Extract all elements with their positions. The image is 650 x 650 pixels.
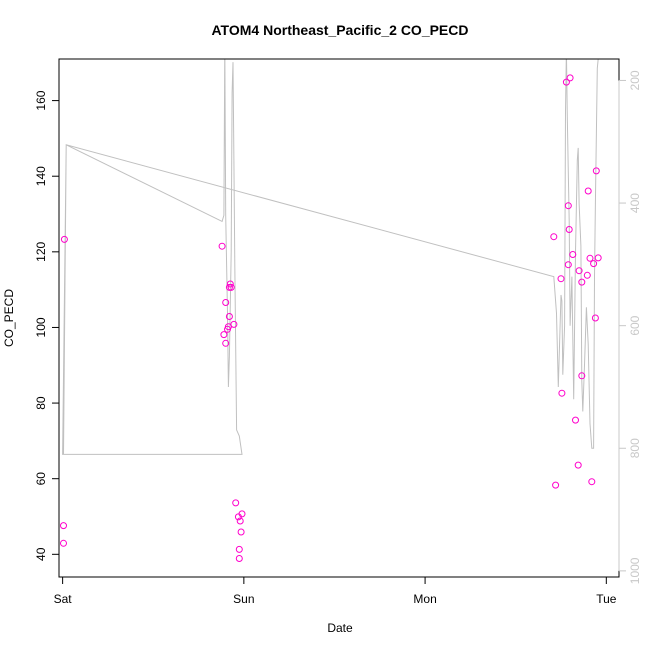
axes-layer: Sat Sun Mon Tue 40 60 80 100 120 140 160 200 400 600 8… (34, 70, 642, 606)
data-point (562, 78, 570, 86)
data-point (226, 280, 234, 288)
data-point (558, 389, 566, 397)
data-point (592, 167, 600, 175)
data-point (565, 226, 573, 233)
data-point (594, 254, 602, 262)
pressure-line (62, 59, 599, 455)
data-point (575, 267, 583, 275)
data-point (586, 254, 594, 262)
data-point (222, 339, 230, 347)
y2-tick-label: 400 (628, 193, 642, 213)
data-point (550, 233, 558, 241)
chart-title: ATOM4 Northeast_Pacific_2 CO_PECD (211, 22, 468, 38)
y-tick-label: 40 (34, 547, 48, 561)
data-point (235, 545, 243, 553)
data-point (236, 517, 244, 525)
data-point (230, 320, 238, 328)
data-point (564, 202, 572, 210)
y-axis-label: CO_PECD (2, 289, 16, 347)
x-tick-label: Sun (233, 592, 254, 606)
data-point (552, 481, 560, 489)
data-point (569, 251, 577, 258)
data-point (60, 539, 67, 547)
pressure-line-layer (62, 59, 599, 455)
data-point (60, 522, 67, 530)
x-axis-label: Date (327, 621, 353, 635)
data-point (227, 283, 235, 291)
y-tick-label: 60 (34, 472, 48, 486)
data-point (222, 299, 230, 306)
data-point (588, 478, 596, 486)
y-tick-label: 140 (34, 166, 48, 186)
data-point (572, 416, 579, 424)
data-point (220, 331, 228, 339)
y2-tick-label: 1000 (628, 557, 642, 584)
data-point (557, 275, 565, 283)
y-tick-label: 120 (34, 242, 48, 262)
y-tick-label: 100 (34, 317, 48, 337)
y2-tick-label: 600 (628, 315, 642, 335)
y2-tick-label: 800 (628, 438, 642, 458)
x-tick-label: Tue (596, 592, 617, 606)
data-point (583, 271, 591, 279)
data-point (578, 372, 586, 380)
data-point (590, 260, 598, 268)
data-point (574, 461, 582, 469)
data-point (584, 187, 592, 195)
data-point (578, 278, 586, 286)
data-point (60, 235, 68, 243)
data-point (564, 261, 572, 269)
data-point (238, 510, 246, 518)
data-point (232, 499, 240, 507)
x-tick-label: Mon (413, 592, 436, 606)
data-point (237, 528, 245, 536)
data-point (591, 314, 599, 322)
data-point (235, 555, 243, 562)
y2-tick-label: 200 (628, 70, 642, 90)
data-point (225, 313, 233, 320)
y-tick-label: 80 (34, 396, 48, 410)
y-tick-label: 160 (34, 90, 48, 110)
data-point (566, 74, 574, 82)
x-tick-label: Sat (54, 592, 73, 606)
points-layer (60, 74, 602, 562)
data-point (218, 242, 226, 250)
